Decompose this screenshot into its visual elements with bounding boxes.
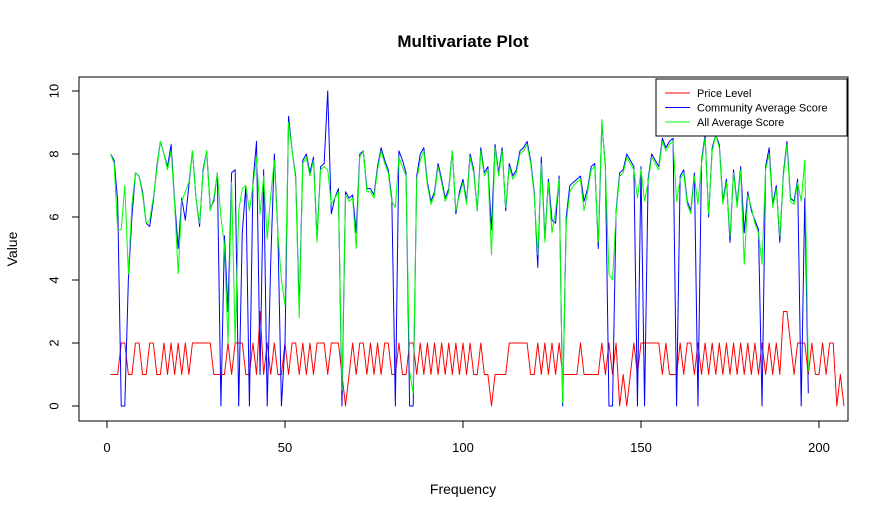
y-tick-label: 10 (47, 84, 62, 98)
y-tick-label: 8 (47, 150, 62, 157)
y-axis: 0 2 4 6 8 10 (47, 84, 80, 410)
y-tick-label: 0 (47, 402, 62, 409)
x-axis-label: Frequency (430, 481, 496, 497)
x-tick-label: 200 (808, 440, 830, 455)
x-tick-label: 50 (278, 440, 292, 455)
legend-label-price-level: Price Level (697, 88, 751, 100)
chart-title: Multivariate Plot (397, 32, 529, 51)
series-group (110, 90, 845, 407)
y-axis-label: Value (4, 231, 20, 266)
x-tick-label: 150 (630, 440, 652, 455)
legend-label-all-average-score: All Average Score (697, 117, 784, 129)
series-line-all-average-score (110, 118, 809, 404)
y-tick-label: 4 (47, 276, 62, 283)
x-axis: 0 50 100 150 200 (103, 420, 830, 455)
y-tick-label: 6 (47, 213, 62, 220)
series-line-price-level (110, 311, 845, 407)
x-tick-label: 100 (452, 440, 474, 455)
series-layer (110, 90, 845, 407)
legend-label-community-average-score: Community Average Score (697, 103, 828, 115)
x-tick-label: 0 (103, 440, 110, 455)
y-tick-label: 2 (47, 339, 62, 346)
legend: Price Level Community Average Score All Av… (655, 78, 848, 137)
